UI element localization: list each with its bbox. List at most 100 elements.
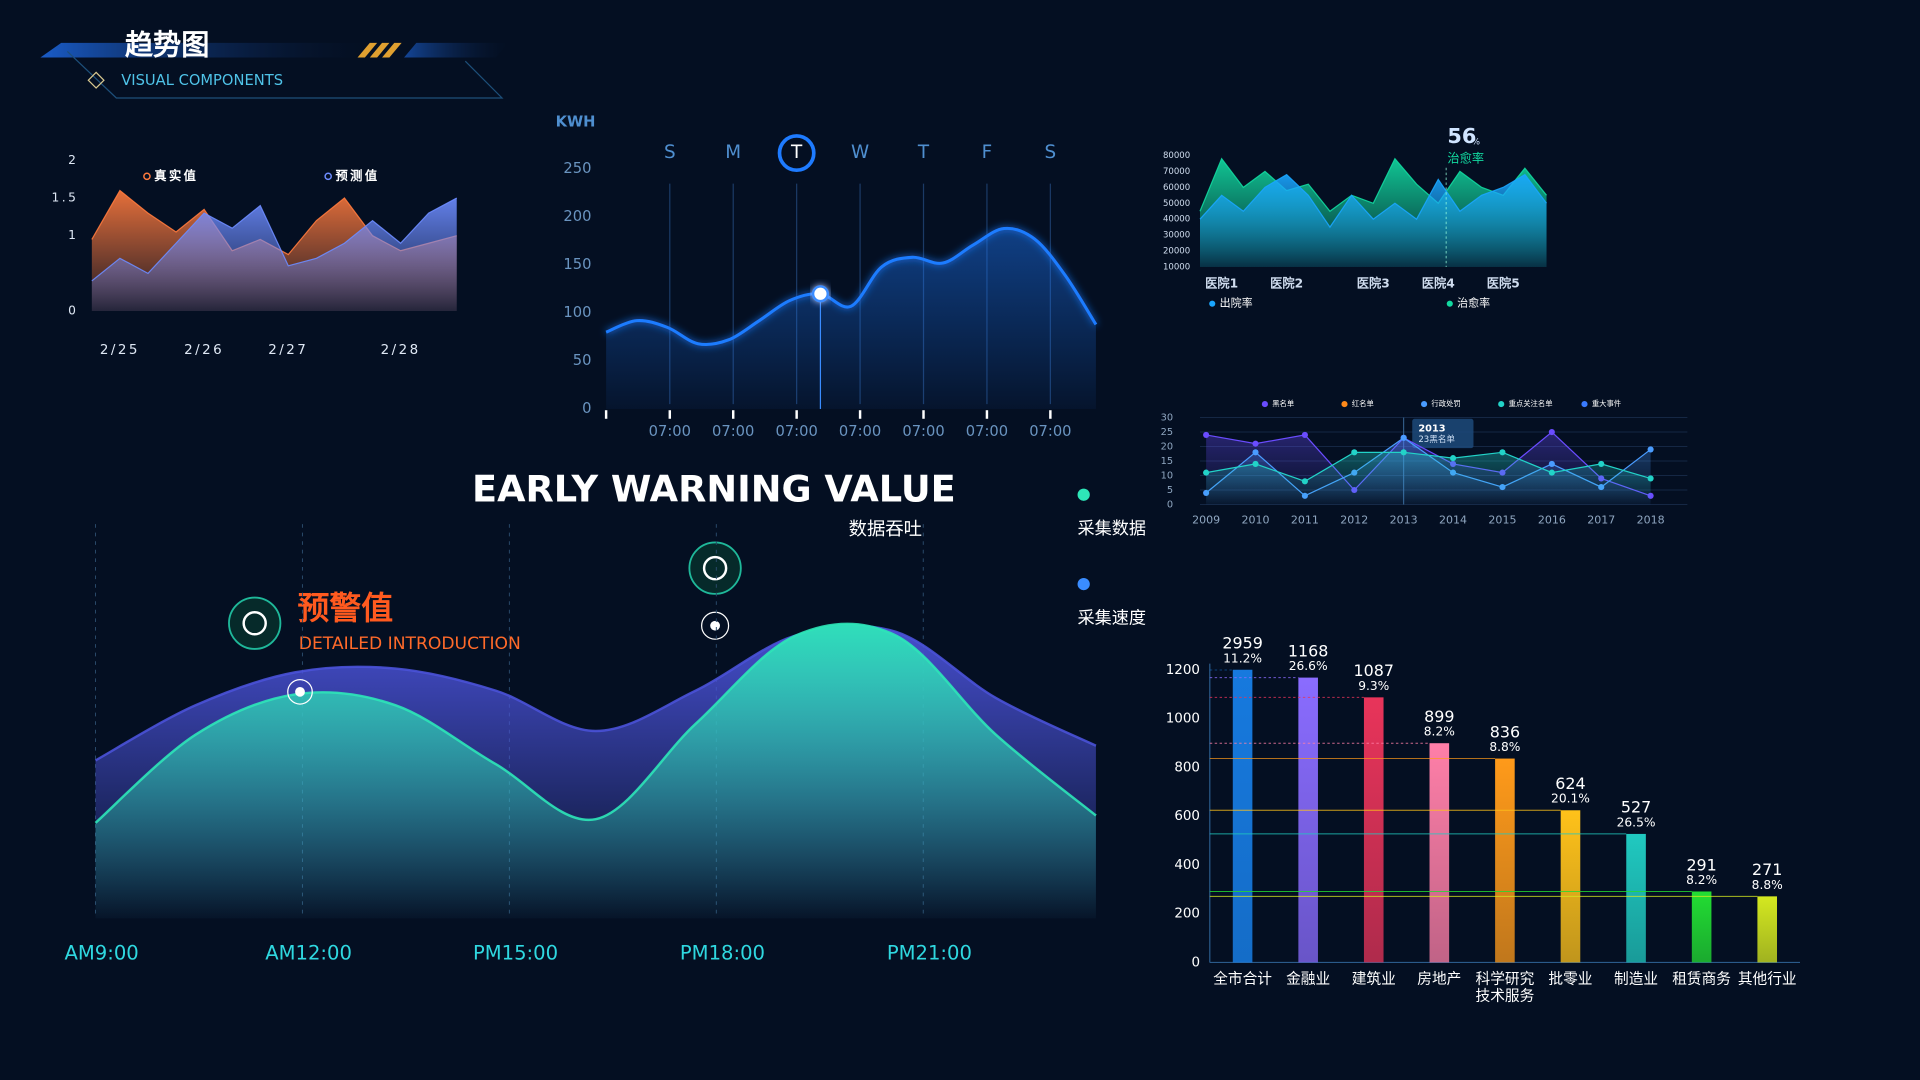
y-tick-label: 50000 xyxy=(1163,199,1190,209)
day-label: T xyxy=(917,142,930,163)
value-label: 1087 xyxy=(1353,661,1393,680)
header-frame xyxy=(66,50,504,99)
y-tick-label: 0 xyxy=(1167,499,1173,510)
point xyxy=(1647,475,1654,482)
x-tick-label: 房地产 xyxy=(1417,971,1461,988)
y-tick-label: 40000 xyxy=(1163,215,1190,225)
bar xyxy=(1626,833,1646,963)
x-tick-label: 科学研究技术服务 xyxy=(1476,971,1535,1005)
line xyxy=(1199,157,1548,213)
line xyxy=(1199,173,1548,229)
line xyxy=(605,226,1098,347)
point xyxy=(1301,431,1308,438)
percent-label: 9.3% xyxy=(1358,679,1389,693)
legend-marker xyxy=(1581,401,1588,408)
legend-label: 出院率 xyxy=(1220,296,1253,310)
percent-label: 8.2% xyxy=(1686,873,1717,887)
line xyxy=(1206,431,1651,497)
x-tick-label: 租赁商务 xyxy=(1672,971,1731,988)
y-tick-label: 1 xyxy=(68,228,78,242)
legend-marker xyxy=(1261,401,1268,408)
x-tick-label: 医院2 xyxy=(1270,276,1303,291)
y-tick-label: 800 xyxy=(1174,760,1200,775)
value-label: 271 xyxy=(1752,860,1782,879)
y-tick-label: 400 xyxy=(1174,858,1200,873)
day-label: S xyxy=(1045,142,1057,163)
y-tick-label: 600 xyxy=(1174,809,1200,824)
header-bar xyxy=(40,42,368,58)
x-tick-label: 医院5 xyxy=(1487,276,1520,291)
x-tick-label: 金融业 xyxy=(1286,971,1330,988)
x-tick-label: 制造业 xyxy=(1614,971,1658,988)
chart-title: EARLY WARNING VALUE xyxy=(472,468,956,511)
x-tick-label: 医院3 xyxy=(1357,276,1390,291)
legend-label: 治愈率 xyxy=(1457,296,1490,310)
legend-label: 预测值 xyxy=(336,168,380,183)
y-tick-label: 10 xyxy=(1161,471,1173,482)
x-tick-label: 07:00 xyxy=(839,423,881,440)
y-tick-label: 15 xyxy=(1161,456,1173,467)
area xyxy=(606,228,1096,409)
point xyxy=(1203,469,1210,476)
tooltip-text: 23黑名单 xyxy=(1418,433,1455,445)
y-tick-label: 50 xyxy=(573,352,592,369)
value-label: 1168 xyxy=(1288,641,1328,660)
header-stripe xyxy=(369,42,390,58)
x-tick-label: 医院1 xyxy=(1205,276,1238,291)
legend-marker xyxy=(1421,401,1428,408)
y-tick-label: 1.5 xyxy=(52,191,79,205)
bar xyxy=(1363,697,1384,963)
value-label: 2959 xyxy=(1222,634,1262,653)
bar xyxy=(1691,891,1712,963)
tooltip xyxy=(1412,418,1474,449)
x-tick-label: 2/27 xyxy=(268,343,308,358)
x-tick-label: AM12:00 xyxy=(265,941,352,964)
legend-marker xyxy=(1341,401,1348,408)
marker xyxy=(287,678,313,705)
y-tick-label: 1200 xyxy=(1166,663,1200,678)
point xyxy=(1301,478,1308,485)
legend-marker xyxy=(143,172,151,181)
x-tick-label: 2014 xyxy=(1439,513,1467,526)
point xyxy=(1252,440,1259,447)
y-tick-label: 200 xyxy=(563,208,591,225)
value-label: 836 xyxy=(1490,722,1520,741)
percent-label: 26.6% xyxy=(1289,659,1328,673)
point xyxy=(1351,449,1358,456)
annotation-title: 预警值 xyxy=(298,589,394,627)
annotation-unit: % xyxy=(1472,138,1480,148)
y-tick-label: 2 xyxy=(68,153,78,167)
x-tick-label: 2017 xyxy=(1587,513,1615,526)
percent-label: 11.2% xyxy=(1223,651,1262,665)
header-title: 趋势图 xyxy=(125,29,209,62)
y-axis-label: KWH xyxy=(556,113,596,130)
header-stripe xyxy=(382,42,402,58)
day-label: M xyxy=(725,142,741,163)
point xyxy=(1400,434,1407,441)
legend-marker xyxy=(1077,488,1090,501)
x-tick-label: 其他行业 xyxy=(1738,971,1797,988)
day-label: F xyxy=(982,142,993,163)
day-highlight xyxy=(777,134,816,173)
value-label: 291 xyxy=(1686,855,1716,874)
y-tick-label: 30000 xyxy=(1163,231,1190,241)
x-tick-label: 批零业 xyxy=(1548,971,1592,988)
icon xyxy=(242,611,267,636)
y-tick-label: 70000 xyxy=(1163,167,1190,177)
header-subtitle: VISUAL COMPONENTS xyxy=(121,72,283,89)
marker xyxy=(710,620,720,631)
line xyxy=(1206,451,1651,482)
icon-ring xyxy=(228,596,282,650)
y-tick-label: 0 xyxy=(582,400,591,417)
header-stripe xyxy=(357,42,378,58)
y-tick-label: 0 xyxy=(1191,955,1200,970)
point xyxy=(1450,455,1457,462)
percent-label: 8.8% xyxy=(1489,740,1520,754)
y-tick-label: 20 xyxy=(1161,442,1173,453)
y-tick-label: 80000 xyxy=(1163,151,1190,161)
legend-marker xyxy=(324,172,332,181)
value-label: 527 xyxy=(1621,798,1651,817)
percent-label: 20.1% xyxy=(1551,792,1590,806)
